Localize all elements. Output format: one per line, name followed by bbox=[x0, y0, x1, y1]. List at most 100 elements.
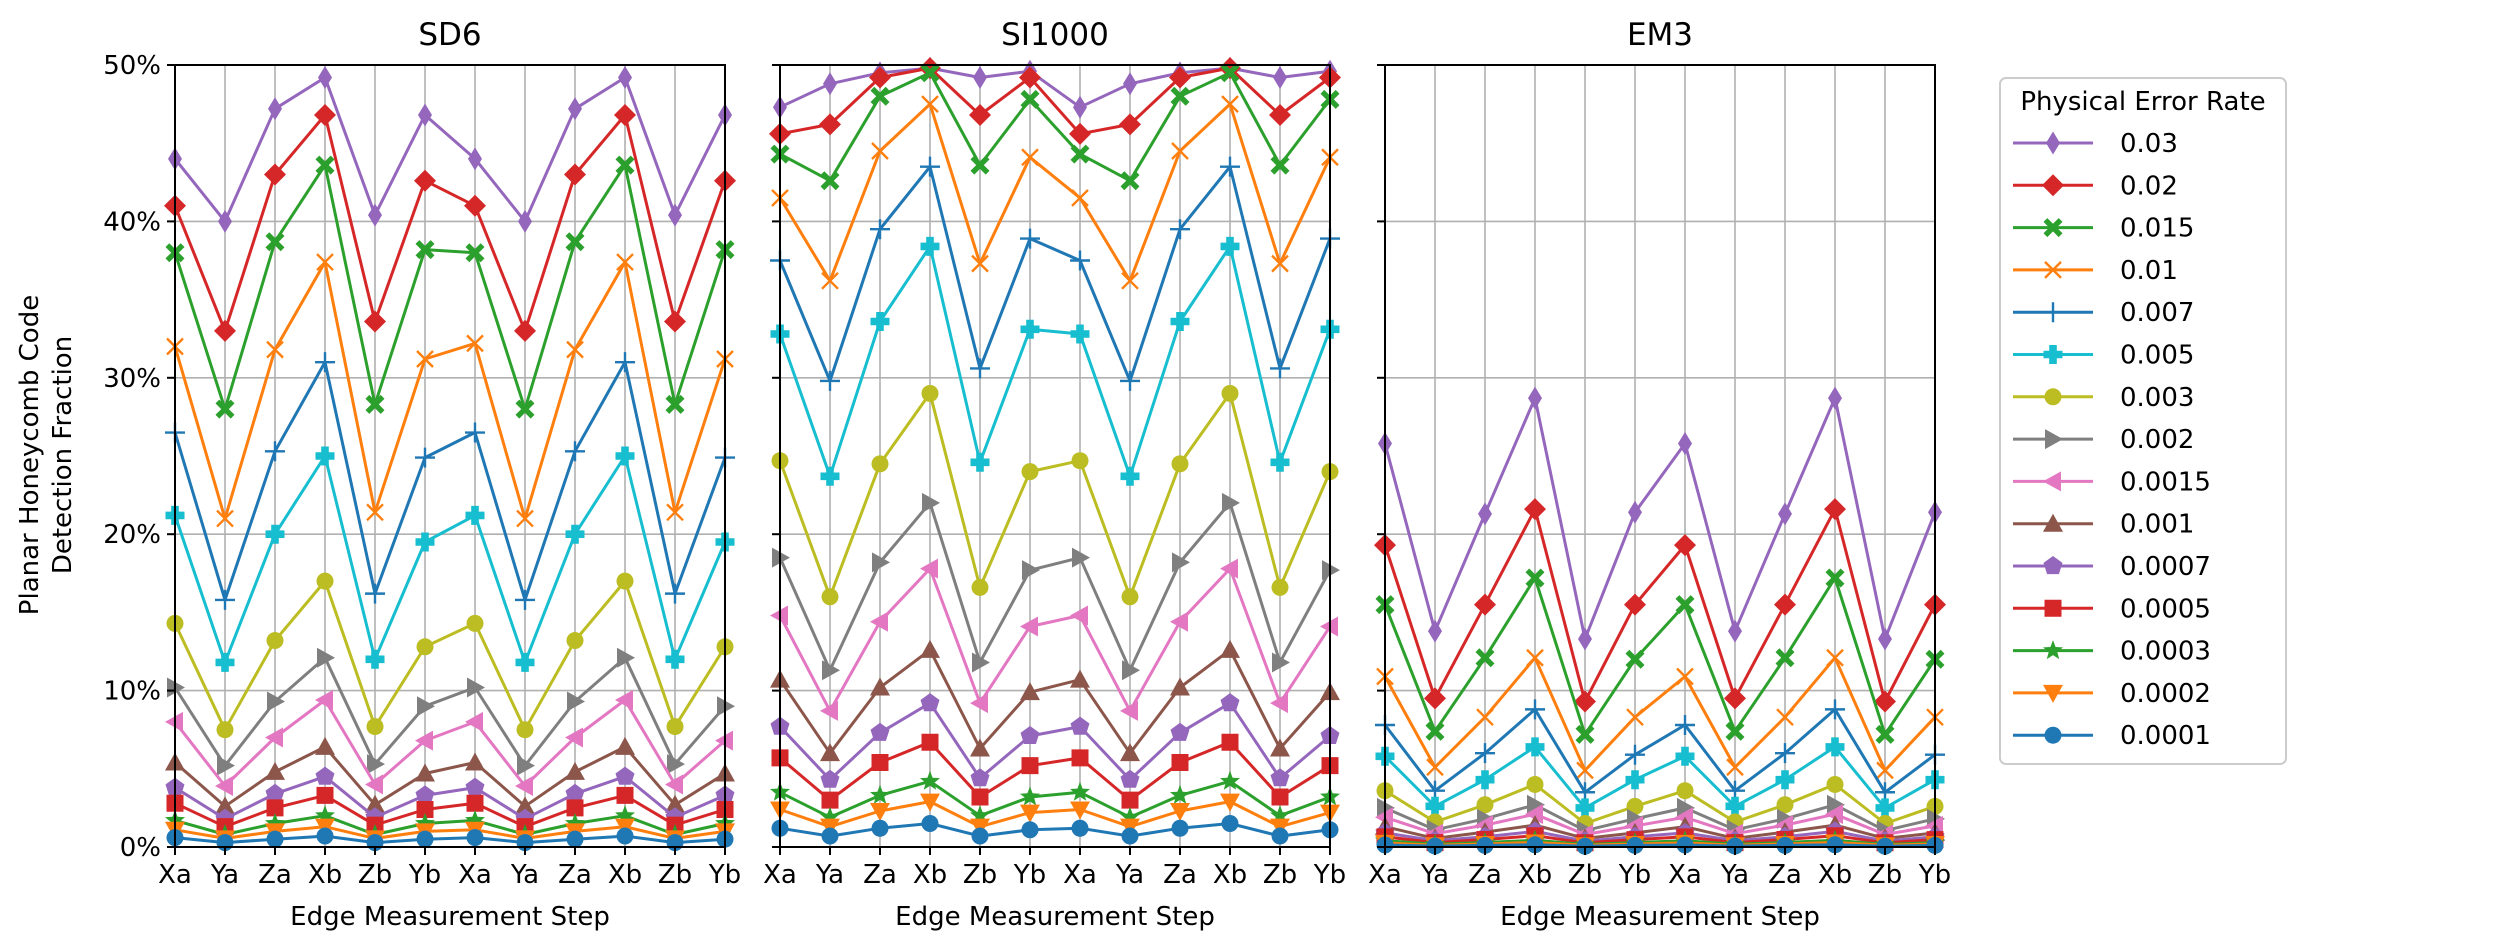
data-point bbox=[1171, 754, 1189, 772]
data-point bbox=[1020, 804, 1040, 823]
data-point bbox=[1675, 807, 1693, 828]
data-point bbox=[566, 830, 584, 848]
legend-item-0-0003: 0.0003 bbox=[2013, 637, 2211, 667]
data-point bbox=[415, 730, 433, 751]
series-line bbox=[173, 656, 727, 768]
data-point bbox=[666, 718, 684, 736]
data-point bbox=[1878, 627, 1892, 651]
series-line bbox=[173, 698, 726, 788]
data-point bbox=[1220, 236, 1240, 256]
legend-item-0-02: 0.02 bbox=[2013, 171, 2178, 201]
data-point bbox=[1020, 616, 1038, 637]
data-point bbox=[871, 142, 889, 160]
legend-label: 0.005 bbox=[2120, 341, 2194, 371]
legend-title: Physical Error Rate bbox=[2020, 87, 2265, 117]
legend-label: 0.0015 bbox=[2120, 467, 2211, 497]
series-line bbox=[173, 579, 727, 732]
data-point bbox=[615, 736, 635, 755]
legend-label: 0.0001 bbox=[2120, 721, 2211, 751]
data-point bbox=[921, 733, 939, 751]
data-point bbox=[466, 614, 484, 632]
y-tick-label: 10% bbox=[103, 677, 161, 707]
data-point bbox=[1775, 770, 1795, 790]
data-point bbox=[1526, 648, 1544, 667]
data-point bbox=[1826, 836, 1844, 854]
x-tick-label: Xa bbox=[158, 860, 192, 890]
data-point bbox=[1578, 627, 1592, 651]
data-point bbox=[820, 466, 840, 486]
data-point bbox=[215, 589, 235, 610]
series-si1000-0-003 bbox=[771, 384, 1339, 606]
data-point bbox=[1271, 578, 1289, 596]
data-point bbox=[1676, 782, 1694, 800]
data-point bbox=[1020, 726, 1040, 744]
series-line bbox=[1384, 782, 1936, 825]
series-line bbox=[778, 701, 1331, 782]
data-point bbox=[1675, 595, 1695, 615]
series-si1000-0-0001 bbox=[771, 815, 1339, 845]
legend-marker bbox=[2044, 261, 2062, 279]
data-point bbox=[872, 552, 890, 573]
data-point bbox=[1170, 312, 1190, 331]
data-point bbox=[971, 788, 989, 806]
legend-item-0-0005: 0.0005 bbox=[2013, 594, 2211, 624]
data-point bbox=[1120, 700, 1138, 721]
series-line bbox=[174, 834, 726, 845]
data-point bbox=[415, 240, 435, 260]
data-point bbox=[418, 103, 432, 127]
data-point bbox=[820, 370, 840, 391]
series-line bbox=[173, 113, 727, 333]
data-point bbox=[1778, 502, 1792, 526]
data-point bbox=[1270, 693, 1288, 714]
series-sd6-0-03 bbox=[168, 66, 732, 233]
x-tick-label: Zb bbox=[1568, 860, 1602, 890]
legend-marker bbox=[2044, 599, 2062, 617]
data-point bbox=[1221, 815, 1239, 833]
data-point bbox=[214, 319, 236, 342]
data-point bbox=[1476, 796, 1494, 814]
data-point bbox=[1071, 189, 1089, 207]
data-point bbox=[1678, 431, 1692, 455]
data-point bbox=[314, 104, 336, 127]
grid-em3 bbox=[1384, 64, 1936, 848]
data-point bbox=[1021, 463, 1039, 481]
series-line bbox=[779, 822, 1331, 838]
data-point bbox=[1825, 699, 1845, 720]
series-line bbox=[174, 775, 726, 821]
legend-item-0-001: 0.001 bbox=[2013, 510, 2194, 540]
data-point bbox=[1825, 737, 1845, 757]
data-point bbox=[268, 97, 282, 121]
data-point bbox=[264, 163, 286, 186]
data-point bbox=[1170, 677, 1190, 696]
series-line bbox=[173, 260, 727, 521]
data-point bbox=[1170, 803, 1190, 822]
data-point bbox=[415, 447, 435, 468]
data-point bbox=[1269, 104, 1291, 127]
data-point bbox=[1625, 770, 1645, 790]
series-sd6-0-02 bbox=[164, 104, 736, 342]
y-tick-label: 30% bbox=[103, 364, 161, 394]
data-point bbox=[1776, 708, 1794, 727]
data-point bbox=[1478, 502, 1492, 526]
series-line bbox=[1383, 707, 1936, 794]
data-point bbox=[971, 254, 989, 273]
data-point bbox=[617, 647, 635, 668]
series-line bbox=[778, 165, 1332, 383]
data-point bbox=[1828, 386, 1842, 410]
legend-marker bbox=[2046, 131, 2060, 155]
data-point bbox=[414, 169, 436, 192]
data-point bbox=[1170, 722, 1190, 741]
data-point bbox=[318, 66, 332, 90]
data-point bbox=[1220, 156, 1240, 177]
data-point bbox=[265, 813, 285, 832]
data-point bbox=[1170, 784, 1190, 804]
data-point bbox=[1271, 827, 1289, 845]
data-point bbox=[615, 766, 635, 785]
legend: Physical Error Rate 0.030.020.0150.010.0… bbox=[1999, 77, 2287, 765]
x-tick-label: Xb bbox=[913, 860, 947, 890]
legend-label: 0.001 bbox=[2120, 510, 2194, 540]
data-point bbox=[821, 791, 839, 809]
data-point bbox=[618, 66, 632, 90]
legend-item-0-002: 0.002 bbox=[2013, 425, 2194, 455]
